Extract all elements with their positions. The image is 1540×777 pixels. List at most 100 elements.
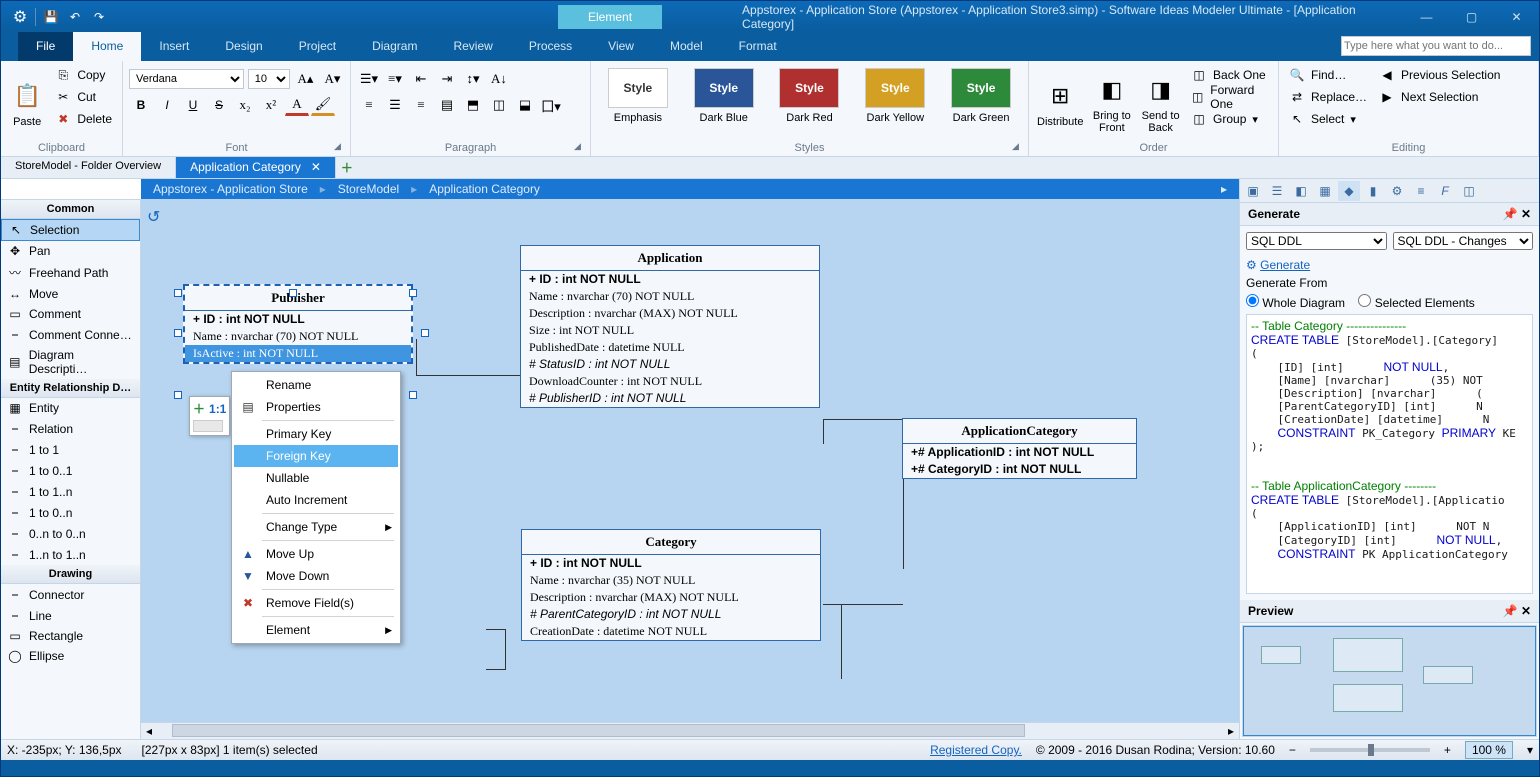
italic-button[interactable]: I	[155, 94, 179, 116]
find-button[interactable]: 🔍Find…	[1285, 64, 1371, 86]
font-family-select[interactable]: Verdana	[129, 69, 244, 89]
entity-field[interactable]: DownloadCounter : int NOT NULL	[521, 373, 819, 390]
tab-project[interactable]: Project	[281, 32, 354, 61]
style-dg-button[interactable]: Style	[951, 68, 1011, 108]
menu-item[interactable]: ✖Remove Field(s)	[234, 592, 398, 614]
tab-view[interactable]: View	[590, 32, 652, 61]
valign-mid-button[interactable]: ◫	[487, 94, 511, 116]
entity-field[interactable]: # StatusID : int NOT NULL	[521, 356, 819, 373]
entity-field[interactable]: IsActive : int NOT NULL	[185, 345, 411, 362]
horizontal-scrollbar[interactable]: ◂ ▸	[141, 722, 1239, 739]
menu-item[interactable]: ▤Properties	[234, 396, 398, 418]
numbering-button[interactable]: ≡▾	[383, 68, 407, 90]
indent-button[interactable]: ⇥	[435, 68, 459, 90]
selected-elements-radio[interactable]: Selected Elements	[1358, 296, 1474, 310]
doc-tab-folder[interactable]: StoreModel - Folder Overview	[1, 157, 176, 178]
valign-top-button[interactable]: ⬒	[461, 94, 485, 116]
style-db-button[interactable]: Style	[694, 68, 754, 108]
entity-field[interactable]: Size : int NOT NULL	[521, 322, 819, 339]
panel-icon[interactable]: ◆	[1338, 181, 1360, 201]
entity-field[interactable]: # ParentCategoryID : int NOT NULL	[522, 606, 820, 623]
output-format-select[interactable]: SQL DDL	[1246, 232, 1387, 250]
panel-icon[interactable]: ▦	[1314, 181, 1336, 201]
tab-insert[interactable]: Insert	[141, 32, 207, 61]
entity-field[interactable]: +# CategoryID : int NOT NULL	[903, 461, 1136, 478]
registered-link[interactable]: Registered Copy.	[930, 743, 1022, 757]
tool-item[interactable]: ▭Comment	[1, 304, 140, 324]
paste-button[interactable]: 📋 Paste	[7, 64, 47, 140]
close-panel-icon[interactable]: ✕	[1521, 207, 1531, 221]
text-direction-button[interactable]: 囗▾	[539, 94, 563, 116]
copy-button[interactable]: ⎘Copy	[51, 64, 116, 86]
tab-format[interactable]: Format	[721, 32, 795, 61]
breadcrumb-arrow-icon[interactable]: ▸	[1221, 182, 1227, 196]
grow-font-button[interactable]: A▴	[294, 68, 317, 90]
tool-item[interactable]: ▦Entity	[1, 398, 140, 418]
redo-icon[interactable]: ↷	[90, 8, 108, 26]
align-center-button[interactable]: ☰	[383, 94, 407, 116]
valign-bottom-button[interactable]: ⬓	[513, 94, 537, 116]
zoom-dropdown-icon[interactable]: ▾	[1527, 743, 1533, 757]
maximize-button[interactable]: ▢	[1449, 1, 1494, 32]
menu-item[interactable]: Foreign Key	[234, 445, 398, 467]
highlight-button[interactable]: 🖌	[311, 94, 335, 116]
send-to-back-button[interactable]: ◨Send to Back	[1138, 64, 1183, 140]
close-panel-icon[interactable]: ✕	[1521, 604, 1531, 618]
close-button[interactable]: ✕	[1494, 1, 1539, 32]
select-button[interactable]: ↖Select ▾	[1285, 108, 1371, 130]
bring-to-front-button[interactable]: ◧Bring to Front	[1089, 64, 1134, 140]
menu-item[interactable]: Primary Key	[234, 423, 398, 445]
zoom-slider[interactable]	[1310, 748, 1430, 752]
menu-item[interactable]: Element▶	[234, 619, 398, 641]
align-left-button[interactable]: ≡	[357, 94, 381, 116]
panel-icon[interactable]: ◫	[1458, 181, 1480, 201]
entity-field[interactable]: Name : nvarchar (70) NOT NULL	[521, 288, 819, 305]
tool-item[interactable]: ⎯Comment Conne…	[1, 324, 140, 345]
superscript-button[interactable]: x²	[259, 94, 283, 116]
close-tab-icon[interactable]: ✕	[311, 160, 321, 174]
tool-item[interactable]: ↔Move	[1, 284, 140, 304]
bullets-button[interactable]: ☰▾	[357, 68, 381, 90]
breadcrumb-item[interactable]: Application Category	[429, 182, 540, 196]
tool-item[interactable]: ◯Ellipse	[1, 646, 140, 666]
line-spacing-button[interactable]: ↕▾	[461, 68, 485, 90]
zoom-level[interactable]: 100 %	[1465, 741, 1513, 759]
file-tab[interactable]: File	[18, 32, 73, 61]
quick-palette[interactable]: ＋1:1	[189, 396, 230, 436]
style-dy-button[interactable]: Style	[865, 68, 925, 108]
panel-icon[interactable]: ☰	[1266, 181, 1288, 201]
menu-item[interactable]: Auto Increment	[234, 489, 398, 511]
justify-button[interactable]: ▤	[435, 94, 459, 116]
tool-item[interactable]: ⎯Line	[1, 605, 140, 626]
entity-field[interactable]: Description : nvarchar (MAX) NOT NULL	[521, 305, 819, 322]
field-context-menu[interactable]: Rename▤PropertiesPrimary KeyForeign KeyN…	[231, 371, 401, 644]
pin-icon[interactable]: 📌	[1503, 604, 1518, 618]
tool-item[interactable]: ↖Selection	[1, 219, 140, 241]
dialog-launcher-icon[interactable]: ◢	[574, 141, 586, 153]
tool-item[interactable]: ⎯1 to 0..n	[1, 502, 140, 523]
entity-field[interactable]: + ID : int NOT NULL	[185, 311, 411, 328]
entity-field[interactable]: Name : nvarchar (70) NOT NULL	[185, 328, 411, 345]
next-selection-button[interactable]: ▶Next Selection	[1375, 86, 1504, 108]
tab-review[interactable]: Review	[435, 32, 510, 61]
strike-button[interactable]: S	[207, 94, 231, 116]
undo-icon[interactable]: ↶	[66, 8, 84, 26]
sql-output[interactable]: -- Table Category --------------- CREATE…	[1246, 314, 1533, 594]
save-icon[interactable]: 💾	[42, 8, 60, 26]
subscript-button[interactable]: x₂	[233, 94, 257, 116]
toolbox-search-input[interactable]	[1, 179, 164, 199]
cut-button[interactable]: ✂Cut	[51, 86, 116, 108]
tool-item[interactable]: ⎯1 to 0..1	[1, 460, 140, 481]
menu-item[interactable]: ▼Move Down	[234, 565, 398, 587]
tab-home[interactable]: Home	[73, 32, 141, 61]
diagram-canvas[interactable]: ↺ Publisher+ ID : int NOT NULLName : nva…	[141, 199, 1239, 722]
outdent-button[interactable]: ⇤	[409, 68, 433, 90]
app-icon[interactable]: ⚙	[11, 8, 29, 26]
distribute-button[interactable]: ⊞Distribute	[1035, 64, 1085, 140]
panel-icon[interactable]: ⚙	[1386, 181, 1408, 201]
entity-field[interactable]: Description : nvarchar (MAX) NOT NULL	[522, 589, 820, 606]
entity-application[interactable]: Application+ ID : int NOT NULLName : nva…	[520, 245, 820, 408]
tool-item[interactable]: ⎯1 to 1	[1, 439, 140, 460]
preview-thumbnail[interactable]	[1242, 625, 1537, 737]
tool-item[interactable]: ⎯Connector	[1, 584, 140, 605]
